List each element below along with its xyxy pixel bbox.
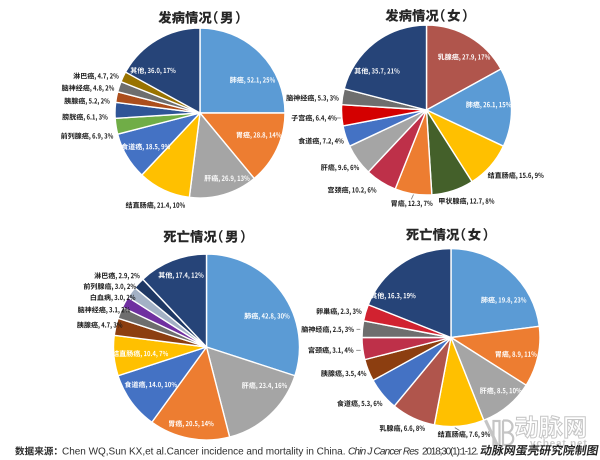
svg-text:Chen WQ,Sun KX,et al.Cancer in: Chen WQ,Sun KX,et al.Cancer incidence an… <box>62 447 346 458</box>
svg-text:vcbeat.net: vcbeat.net <box>530 439 587 450</box>
svg-text:2018;30(1):1-12.: 2018;30(1):1-12. <box>422 447 479 458</box>
svg-text:Chin J Cancer Res: Chin J Cancer Res <box>348 447 419 458</box>
